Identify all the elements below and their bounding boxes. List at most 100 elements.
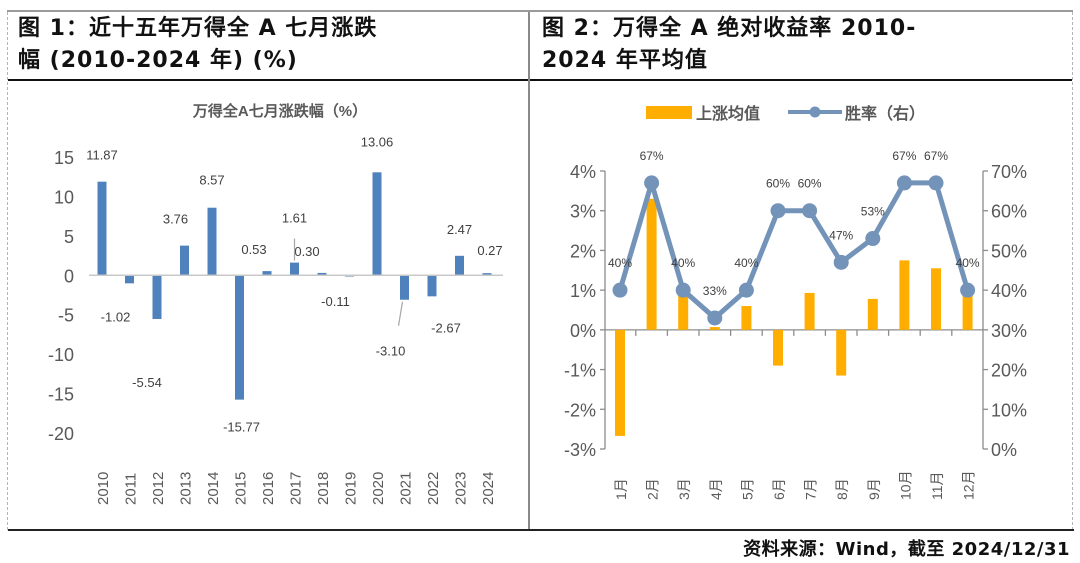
chart-2-x-tick-label: 5月 — [739, 478, 755, 500]
figure-1-title-line2-wrap: 幅 (2010-2024 年) (%) — [18, 45, 298, 77]
chart-2-left-tick-label: 0% — [570, 321, 596, 341]
chart-1-title: 万得全A七月涨跌幅（%） — [192, 102, 367, 120]
chart-2-bars — [615, 198, 973, 436]
bottom-border — [8, 529, 1074, 531]
chart-1-data-label: 0.27 — [477, 243, 502, 258]
chart-2-bar-2月 — [646, 198, 657, 330]
chart-1-leader-line — [397, 301, 404, 326]
chart-2-bar-6月 — [773, 329, 783, 366]
chart-2-right-tick-label: 20% — [991, 361, 1027, 381]
chart-2-win-rate-line — [617, 180, 970, 321]
chart-2-win-rate-marker — [865, 231, 881, 247]
chart-2-left-tick-label: 3% — [570, 202, 596, 222]
chart-1-y-tick-label: 0 — [64, 266, 74, 286]
chart-1-x-tick-label: 2013 — [178, 472, 195, 505]
chart-2-left-tick-label: 2% — [570, 241, 596, 261]
chart-2-right-tick-label: 50% — [991, 241, 1027, 261]
chart-2-bar-7月 — [804, 292, 815, 330]
chart-2-x-tick-label: 1月 — [613, 478, 629, 500]
chart-2-x-tick-label: 8月 — [834, 478, 850, 500]
chart-2-data-label: 40% — [956, 256, 980, 270]
chart-1-data-labels: 11.87 -1.02 -5.54 3.76 8.57 -15.77 0.53 1.61 0.3… — [86, 134, 502, 434]
chart-2-data-labels: 40% 67% 40% 33% 40% 60% 60% 47% 53% 67% 67% 40% — [608, 149, 980, 298]
chart-1-x-tick-label: 2014 — [205, 472, 222, 505]
chart-2-win-rate-marker — [675, 282, 691, 298]
chart-2-left-tick-label: -3% — [564, 440, 596, 460]
chart-1-x-tick-label: 2022 — [425, 472, 442, 505]
chart-2-bar-12月 — [962, 290, 973, 330]
chart-2-win-rate-marker — [960, 282, 976, 298]
frame-top-border — [7, 10, 1073, 12]
chart-2-win-rate-marker — [738, 282, 754, 298]
chart-1-x-tick-label: 2017 — [288, 472, 305, 505]
chart-2-bar-9月 — [867, 298, 878, 330]
chart-1-x-tick-label: 2020 — [370, 472, 387, 505]
chart-2-data-label: 40% — [608, 256, 632, 270]
chart-2-right-tick-label: 10% — [991, 400, 1027, 420]
chart-1-data-label: -1.02 — [101, 309, 131, 324]
chart-1-y-tick-label: 5 — [64, 227, 74, 247]
chart-2-left-tick-label: 1% — [570, 281, 596, 301]
chart-2-right-tick-label: 0% — [991, 440, 1017, 460]
chart-1-data-label: -15.77 — [223, 420, 260, 435]
chart-1-bar-2011 — [125, 275, 134, 284]
chart-1-bar-2017 — [290, 262, 299, 276]
figure-1-title: 图 1：近十五年万得全 A 七月涨跌 图 2：万得全 A 绝对收益率 2010- — [18, 13, 377, 45]
chart-1-data-label: 3.76 — [163, 212, 188, 227]
chart-1-data-label: 2.47 — [447, 222, 472, 237]
chart-1-x-tick-label: 2024 — [480, 472, 497, 505]
chart-1-x-axis: 2010 2011 2012 2013 2014 2015 2016 2017 2018 2019… — [95, 472, 497, 505]
legend-bar-label: 上涨均值 — [696, 104, 760, 123]
frame-right-border — [1072, 12, 1073, 530]
chart-1-x-tick-label: 2010 — [95, 472, 112, 505]
chart-2-bar-4月 — [709, 327, 720, 330]
chart-2-win-rate-marker — [802, 203, 818, 219]
chart-1-data-label: -0.11 — [321, 294, 350, 309]
chart-2-right-tick-label: 60% — [991, 202, 1027, 222]
chart-1-y-tick-label: -15 — [48, 385, 74, 405]
chart-2-bar-5月 — [741, 306, 752, 330]
chart-1-bar-2021 — [400, 275, 409, 300]
chart-2-data-label: 67% — [640, 149, 664, 163]
chart-2-left-tick-label: 4% — [570, 162, 596, 182]
chart-2-win-rate-marker — [612, 282, 628, 298]
figure-1-title-underline — [8, 79, 528, 81]
chart-2-data-label: 33% — [703, 284, 727, 298]
chart-1-bar-2016 — [262, 271, 272, 276]
chart-1-data-label: 8.57 — [199, 173, 224, 188]
chart-1-data-label: 0.53 — [241, 242, 266, 257]
chart-2-data-label: 60% — [798, 177, 822, 191]
chart-2-data-label: 40% — [734, 256, 758, 270]
chart-2-x-axis: 1月 2月 3月 4月 5月 6月 7月 8月 9月 10月 11月 12月 — [613, 470, 977, 500]
figure-1-title-line1: 图 1：近十五年万得全 A 七月涨跌 — [18, 16, 378, 41]
chart-1-x-tick-label: 2016 — [260, 472, 277, 505]
chart-1: 万得全A七月涨跌幅（%） 15 10 5 0 -5 -10 -15 -20 11.87 -1.0… — [48, 102, 503, 505]
chart-2-data-label: 60% — [766, 177, 790, 191]
figure-1-title-line2-text: 幅 (2010-2024 年) (%) — [18, 48, 298, 73]
chart-2-legend: 上涨均值 胜率（右） — [646, 104, 925, 123]
chart-1-bar-2012 — [152, 275, 162, 319]
chart-2-x-tick-label: 6月 — [771, 478, 787, 500]
chart-1-y-tick-label: 10 — [54, 187, 74, 207]
frame-left-border — [7, 12, 8, 530]
chart-1-bar-2024 — [482, 273, 492, 276]
chart-2-bar-10月 — [899, 260, 910, 330]
chart-1-data-label: 0.30 — [294, 244, 319, 259]
chart-1-data-label: 13.06 — [361, 134, 394, 149]
chart-2-win-rate-marker — [644, 175, 660, 191]
chart-2-left-tick-label: -2% — [564, 400, 596, 420]
chart-2-x-tick-label: 12月 — [961, 470, 977, 500]
chart-1-y-tick-label: -10 — [48, 345, 74, 365]
chart-1-y-axis: 15 10 5 0 -5 -10 -15 -20 — [48, 148, 74, 444]
chart-1-bar-2014 — [207, 207, 217, 276]
chart-2-win-rate-marker — [770, 203, 786, 219]
chart-2-data-label: 67% — [924, 149, 948, 163]
chart-2-win-rate-marker — [928, 175, 944, 191]
chart-1-x-tick-label: 2015 — [233, 472, 250, 505]
source-note: 资料来源：Wind，截至 2024/12/31 — [743, 539, 1070, 560]
chart-1-x-tick-label: 2011 — [123, 473, 140, 505]
chart-2-x-tick-label: 7月 — [803, 478, 819, 500]
chart-2: 上涨均值 胜率（右） 4%3%2%1%0%-1%-2%-3%70%60%50%4… — [564, 104, 1027, 500]
chart-2-right-tick-label: 40% — [991, 281, 1027, 301]
chart-2-data-label: 53% — [861, 205, 885, 219]
